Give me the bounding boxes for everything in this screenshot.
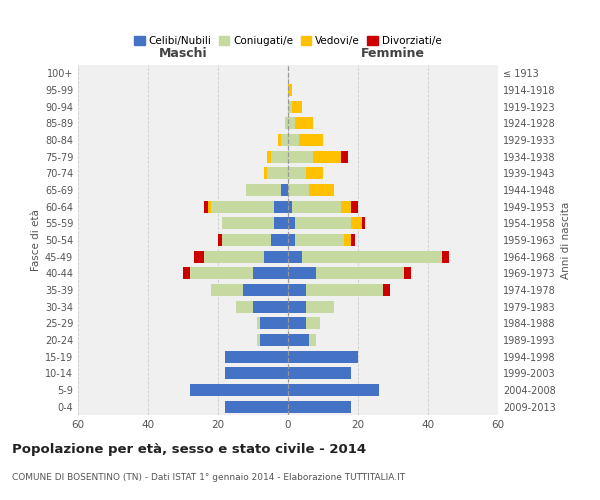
Bar (204, 250, 263, 262)
Bar (284, 118, 288, 130)
Bar (404, 268, 410, 280)
Bar (313, 150, 341, 162)
Bar (288, 384, 379, 396)
Bar (225, 368, 288, 380)
Bar (442, 250, 449, 262)
Bar (246, 184, 281, 196)
Bar (257, 334, 260, 346)
Bar (267, 168, 288, 179)
Text: Maschi: Maschi (158, 47, 208, 60)
Bar (316, 268, 404, 280)
Bar (267, 150, 271, 162)
Bar (309, 184, 334, 196)
Bar (305, 318, 320, 330)
Bar (305, 300, 334, 312)
Bar (281, 134, 288, 146)
Bar (288, 218, 295, 230)
Bar (288, 284, 305, 296)
Bar (260, 334, 288, 346)
Bar (242, 284, 288, 296)
Bar (193, 250, 204, 262)
Bar (204, 200, 208, 212)
Bar (274, 218, 288, 230)
Bar (288, 200, 292, 212)
Bar (309, 334, 316, 346)
Bar (288, 168, 305, 179)
Bar (351, 200, 358, 212)
Bar (253, 268, 288, 280)
Bar (299, 134, 323, 146)
Bar (295, 218, 351, 230)
Bar (351, 234, 355, 246)
Bar (225, 400, 288, 412)
Bar (292, 200, 341, 212)
Bar (221, 218, 274, 230)
Bar (211, 200, 274, 212)
Bar (288, 100, 292, 112)
Bar (277, 134, 281, 146)
Bar (288, 118, 295, 130)
Bar (288, 234, 295, 246)
Bar (257, 318, 260, 330)
Bar (190, 384, 288, 396)
Bar (281, 184, 288, 196)
Bar (190, 268, 253, 280)
Bar (271, 150, 288, 162)
Bar (305, 284, 383, 296)
Bar (218, 234, 221, 246)
Y-axis label: Fasce di età: Fasce di età (31, 209, 41, 271)
Bar (288, 184, 309, 196)
Bar (288, 134, 299, 146)
Text: Femmine: Femmine (361, 47, 425, 60)
Bar (288, 250, 302, 262)
Text: COMUNE DI BOSENTINO (TN) - Dati ISTAT 1° gennaio 2014 - Elaborazione TUTTITALIA.: COMUNE DI BOSENTINO (TN) - Dati ISTAT 1°… (12, 472, 405, 482)
Bar (263, 168, 267, 179)
Bar (211, 284, 242, 296)
Bar (288, 300, 305, 312)
Bar (208, 200, 211, 212)
Bar (235, 300, 253, 312)
Y-axis label: Anni di nascita: Anni di nascita (561, 202, 571, 278)
Bar (288, 368, 351, 380)
Bar (383, 284, 389, 296)
Bar (295, 118, 313, 130)
Bar (183, 268, 190, 280)
Bar (292, 100, 302, 112)
Bar (288, 400, 351, 412)
Bar (344, 234, 351, 246)
Bar (288, 84, 292, 96)
Bar (341, 200, 351, 212)
Bar (288, 318, 305, 330)
Bar (295, 234, 344, 246)
Bar (351, 218, 361, 230)
Bar (288, 150, 313, 162)
Bar (271, 234, 288, 246)
Bar (221, 234, 271, 246)
Bar (288, 268, 316, 280)
Bar (225, 350, 288, 362)
Text: Popolazione per età, sesso e stato civile - 2014: Popolazione per età, sesso e stato civil… (12, 442, 366, 456)
Bar (288, 350, 358, 362)
Bar (302, 250, 442, 262)
Legend: Celibi/Nubili, Coniugati/e, Vedovi/e, Divorziati/e: Celibi/Nubili, Coniugati/e, Vedovi/e, Di… (130, 32, 446, 50)
Bar (260, 318, 288, 330)
Bar (288, 334, 309, 346)
Bar (361, 218, 365, 230)
Bar (263, 250, 288, 262)
Bar (253, 300, 288, 312)
Bar (274, 200, 288, 212)
Bar (341, 150, 347, 162)
Bar (305, 168, 323, 179)
